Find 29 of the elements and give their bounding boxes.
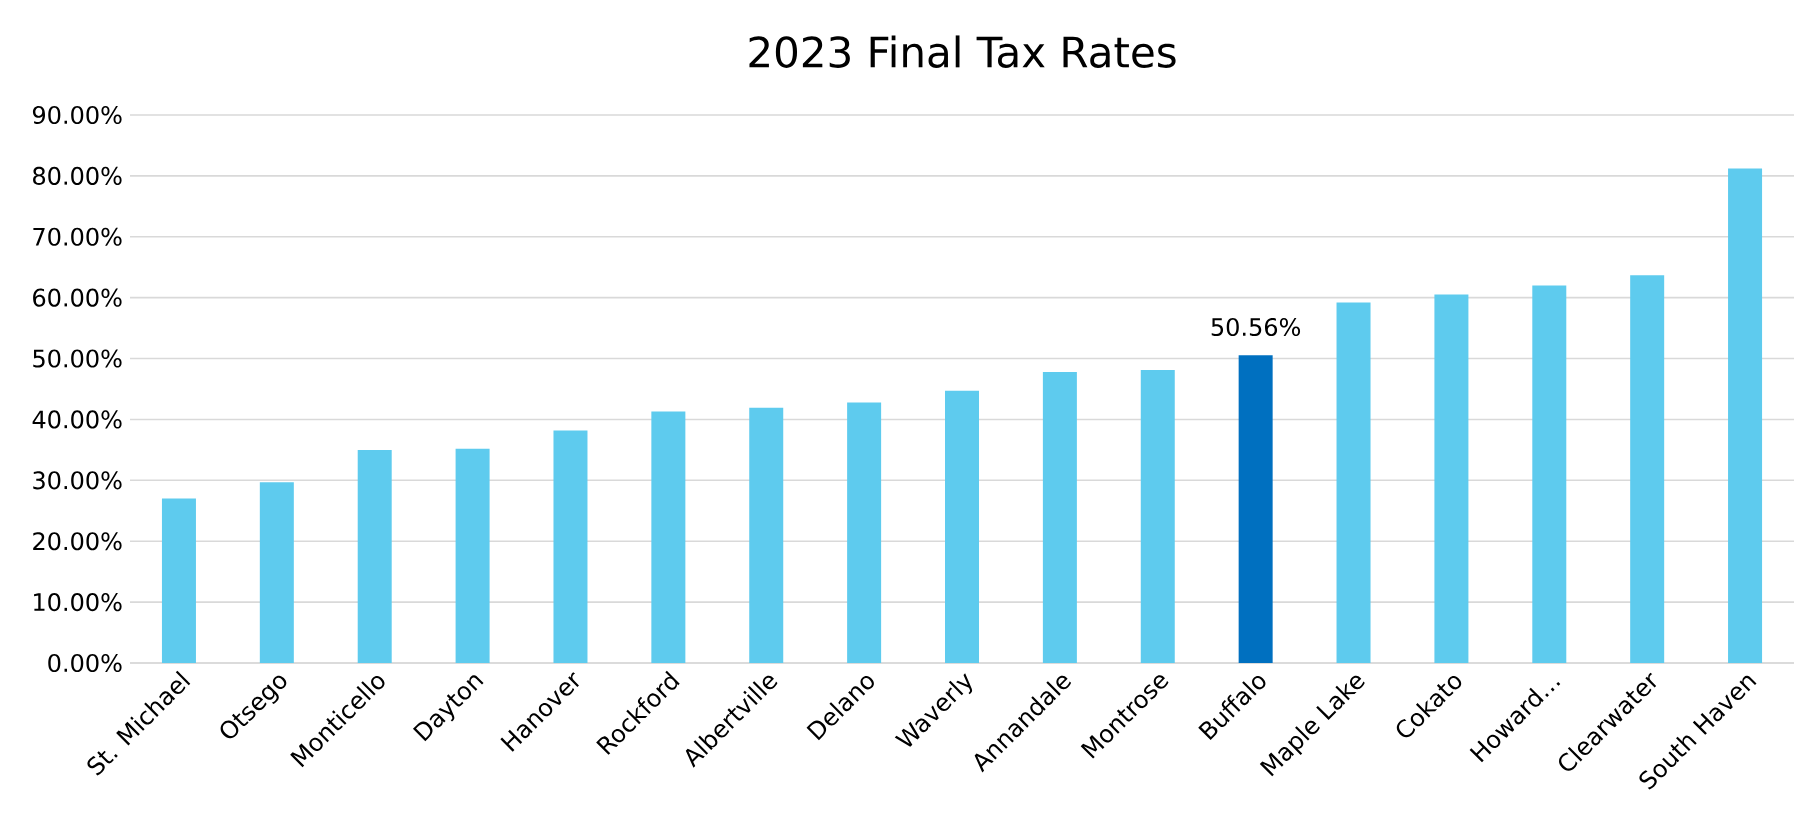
bar <box>749 407 784 663</box>
bar <box>651 411 686 663</box>
bar <box>1140 370 1175 663</box>
y-tick-label: 50.00% <box>33 349 122 368</box>
bar <box>455 448 490 663</box>
bar <box>945 390 979 663</box>
bar <box>161 498 196 663</box>
y-tick-label: 30.00% <box>33 471 122 490</box>
bar <box>553 430 588 663</box>
bar <box>1630 275 1665 663</box>
data-label: 50.56% <box>1211 317 1301 337</box>
bar <box>1728 168 1763 663</box>
bar <box>259 482 294 663</box>
y-tick-label: 80.00% <box>33 166 122 185</box>
y-tick-label: 90.00% <box>32 105 122 125</box>
y-tick-label: 0.00% <box>48 653 122 673</box>
bar <box>1238 355 1273 663</box>
y-tick-label: 10.00% <box>34 593 122 612</box>
chart-title: 2023 Final Tax Rates <box>749 35 1176 68</box>
bar <box>847 402 882 663</box>
bar <box>357 449 392 663</box>
y-tick-label: 20.00% <box>33 532 122 551</box>
bar <box>1336 302 1371 663</box>
bar <box>1042 371 1077 663</box>
bar <box>1434 294 1469 663</box>
y-tick-label: 40.00% <box>32 410 122 429</box>
bar <box>1532 285 1567 663</box>
y-tick-label: 70.00% <box>33 227 122 246</box>
y-tick-label: 60.00% <box>33 288 122 307</box>
